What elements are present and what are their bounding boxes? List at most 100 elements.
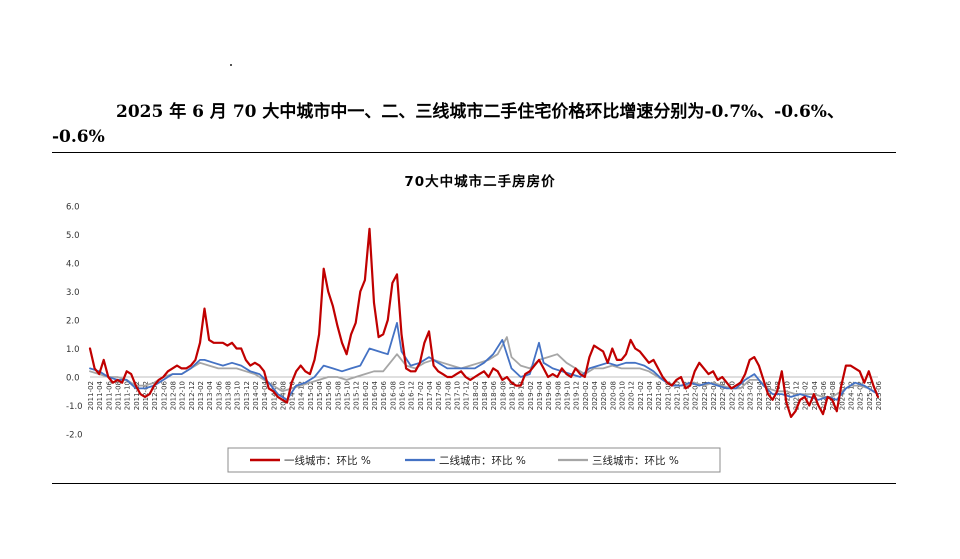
x-tick-label: 2022-12	[738, 381, 746, 410]
y-tick-label: 1.0	[66, 345, 80, 355]
x-tick-label: 2019-02	[527, 381, 535, 410]
y-tick-label: 0.0	[66, 374, 80, 384]
x-tick-label: 2022-08	[719, 381, 727, 410]
x-tick-label: 2016-08	[389, 381, 397, 410]
x-tick-label: 2021-04	[646, 380, 654, 410]
x-tick-label: 2012-08	[169, 381, 177, 410]
page-headline: 2025 年 6 月 70 大中城市中一、二、三线城市二手住宅价格环比增速分别为…	[52, 100, 912, 150]
x-tick-label: 2018-10	[508, 381, 516, 410]
x-tick-label: 2015-08	[334, 381, 342, 410]
top-divider	[52, 152, 896, 153]
x-tick-label: 2021-08	[664, 381, 672, 410]
x-tick-label: 2020-08	[609, 381, 617, 410]
x-tick-label: 2020-10	[618, 381, 626, 410]
x-tick-label: 2019-10	[563, 381, 571, 410]
x-tick-label: 2015-04	[316, 380, 324, 410]
bottom-divider	[52, 483, 896, 484]
x-tick-label: 2024-06	[820, 380, 828, 410]
x-tick-label: 2017-08	[444, 381, 452, 410]
x-tick-label: 2022-06	[710, 380, 718, 410]
x-tick-label: 2013-10	[234, 381, 242, 410]
x-tick-label: 2019-06	[545, 380, 553, 410]
x-tick-label: 2018-04	[481, 380, 489, 410]
x-tick-label: 2013-06	[215, 380, 223, 410]
x-tick-label: 2015-06	[325, 380, 333, 410]
y-tick-label: 4.0	[66, 260, 80, 270]
x-tick-label: 2016-04	[371, 380, 379, 410]
x-tick-label: 2025-02	[857, 381, 865, 410]
y-tick-label: -1.0	[66, 402, 83, 412]
legend-box	[227, 447, 721, 473]
x-tick-label: 2020-02	[582, 381, 590, 410]
x-tick-label: 2023-08	[774, 381, 782, 410]
x-tick-label: 2012-10	[179, 381, 187, 410]
x-tick-label: 2025-06	[875, 380, 883, 410]
x-tick-label: 2015-02	[307, 381, 315, 410]
y-tick-label: -2.0	[66, 431, 83, 441]
y-tick-label: 5.0	[66, 231, 80, 241]
x-tick-label: 2023-02	[747, 381, 755, 410]
x-tick-label: 2016-10	[399, 381, 407, 410]
x-tick-label: 2022-10	[728, 381, 736, 410]
headline-line-1: 2025 年 6 月 70 大中城市中一、二、三线城市二手住宅价格环比增速分别为…	[116, 102, 844, 122]
x-tick-label: 2016-06	[380, 380, 388, 410]
legend-label-3: 三线城市：环比 %	[592, 454, 679, 467]
x-tick-label: 2012-12	[188, 381, 196, 410]
x-tick-label: 2016-02	[362, 381, 370, 410]
x-tick-label: 2018-12	[518, 381, 526, 410]
x-tick-label: 2014-08	[279, 381, 287, 410]
x-tick-label: 2023-04	[756, 380, 764, 410]
legend-label-1: 一线城市：环比 %	[284, 454, 371, 467]
x-tick-label: 2024-12	[848, 381, 856, 410]
x-tick-label: 2014-10	[289, 381, 297, 410]
legend-label-2: 二线城市：环比 %	[439, 454, 526, 467]
x-tick-label: 2014-02	[252, 381, 260, 410]
series-line-1	[88, 227, 880, 418]
x-tick-label: 2017-02	[417, 381, 425, 410]
x-tick-label: 2024-10	[838, 381, 846, 410]
x-tick-label: 2022-04	[701, 380, 709, 410]
x-tick-label: 2012-04	[151, 380, 159, 410]
x-tick-label: 2019-08	[554, 381, 562, 410]
x-tick-label: 2014-06	[270, 380, 278, 410]
x-tick-label: 2013-08	[224, 381, 232, 410]
x-tick-label: 2013-04	[206, 380, 214, 410]
y-tick-label: 2.0	[66, 317, 80, 327]
x-tick-label: 2018-06	[490, 380, 498, 410]
x-tick-label: 2019-12	[573, 381, 581, 410]
y-tick-label: 6.0	[66, 203, 80, 213]
x-tick-label: 2012-06	[160, 380, 168, 410]
x-tick-label: 2020-12	[628, 381, 636, 410]
x-tick-label: 2013-12	[243, 381, 251, 410]
x-tick-label: 2025-04	[866, 380, 874, 410]
series-line-2	[89, 321, 879, 401]
x-tick-label: 2011-04	[96, 380, 104, 410]
x-tick-label: 2016-12	[408, 381, 416, 410]
stray-dot	[230, 64, 232, 66]
x-tick-label: 2022-02	[692, 381, 700, 410]
x-tick-label: 2014-04	[261, 380, 269, 410]
x-tick-label: 2020-06	[600, 380, 608, 410]
x-tick-label: 2017-04	[426, 380, 434, 410]
chart-title: 70大中城市二手房房价	[404, 174, 556, 190]
y-tick-label: 3.0	[66, 288, 80, 298]
x-tick-label: 2017-06	[435, 380, 443, 410]
x-tick-label: 2019-04	[536, 380, 544, 410]
x-tick-label: 2018-02	[472, 381, 480, 410]
x-tick-label: 2011-08	[114, 381, 122, 410]
series-line-3	[89, 336, 879, 398]
x-tick-label: 2014-12	[298, 381, 306, 410]
x-tick-label: 2011-06	[105, 380, 113, 410]
x-tick-label: 2015-12	[353, 381, 361, 410]
headline-line-2: -0.6%	[52, 127, 105, 147]
x-tick-label: 2017-10	[454, 381, 462, 410]
x-tick-label: 2015-10	[344, 381, 352, 410]
x-tick-label: 2020-04	[591, 380, 599, 410]
x-tick-label: 2011-12	[133, 381, 141, 410]
x-tick-label: 2021-06	[655, 380, 663, 410]
x-tick-label: 2011-10	[124, 381, 132, 410]
x-tick-label: 2021-12	[683, 381, 691, 410]
x-tick-label: 2011-02	[87, 381, 95, 410]
x-tick-label: 2018-08	[499, 381, 507, 410]
